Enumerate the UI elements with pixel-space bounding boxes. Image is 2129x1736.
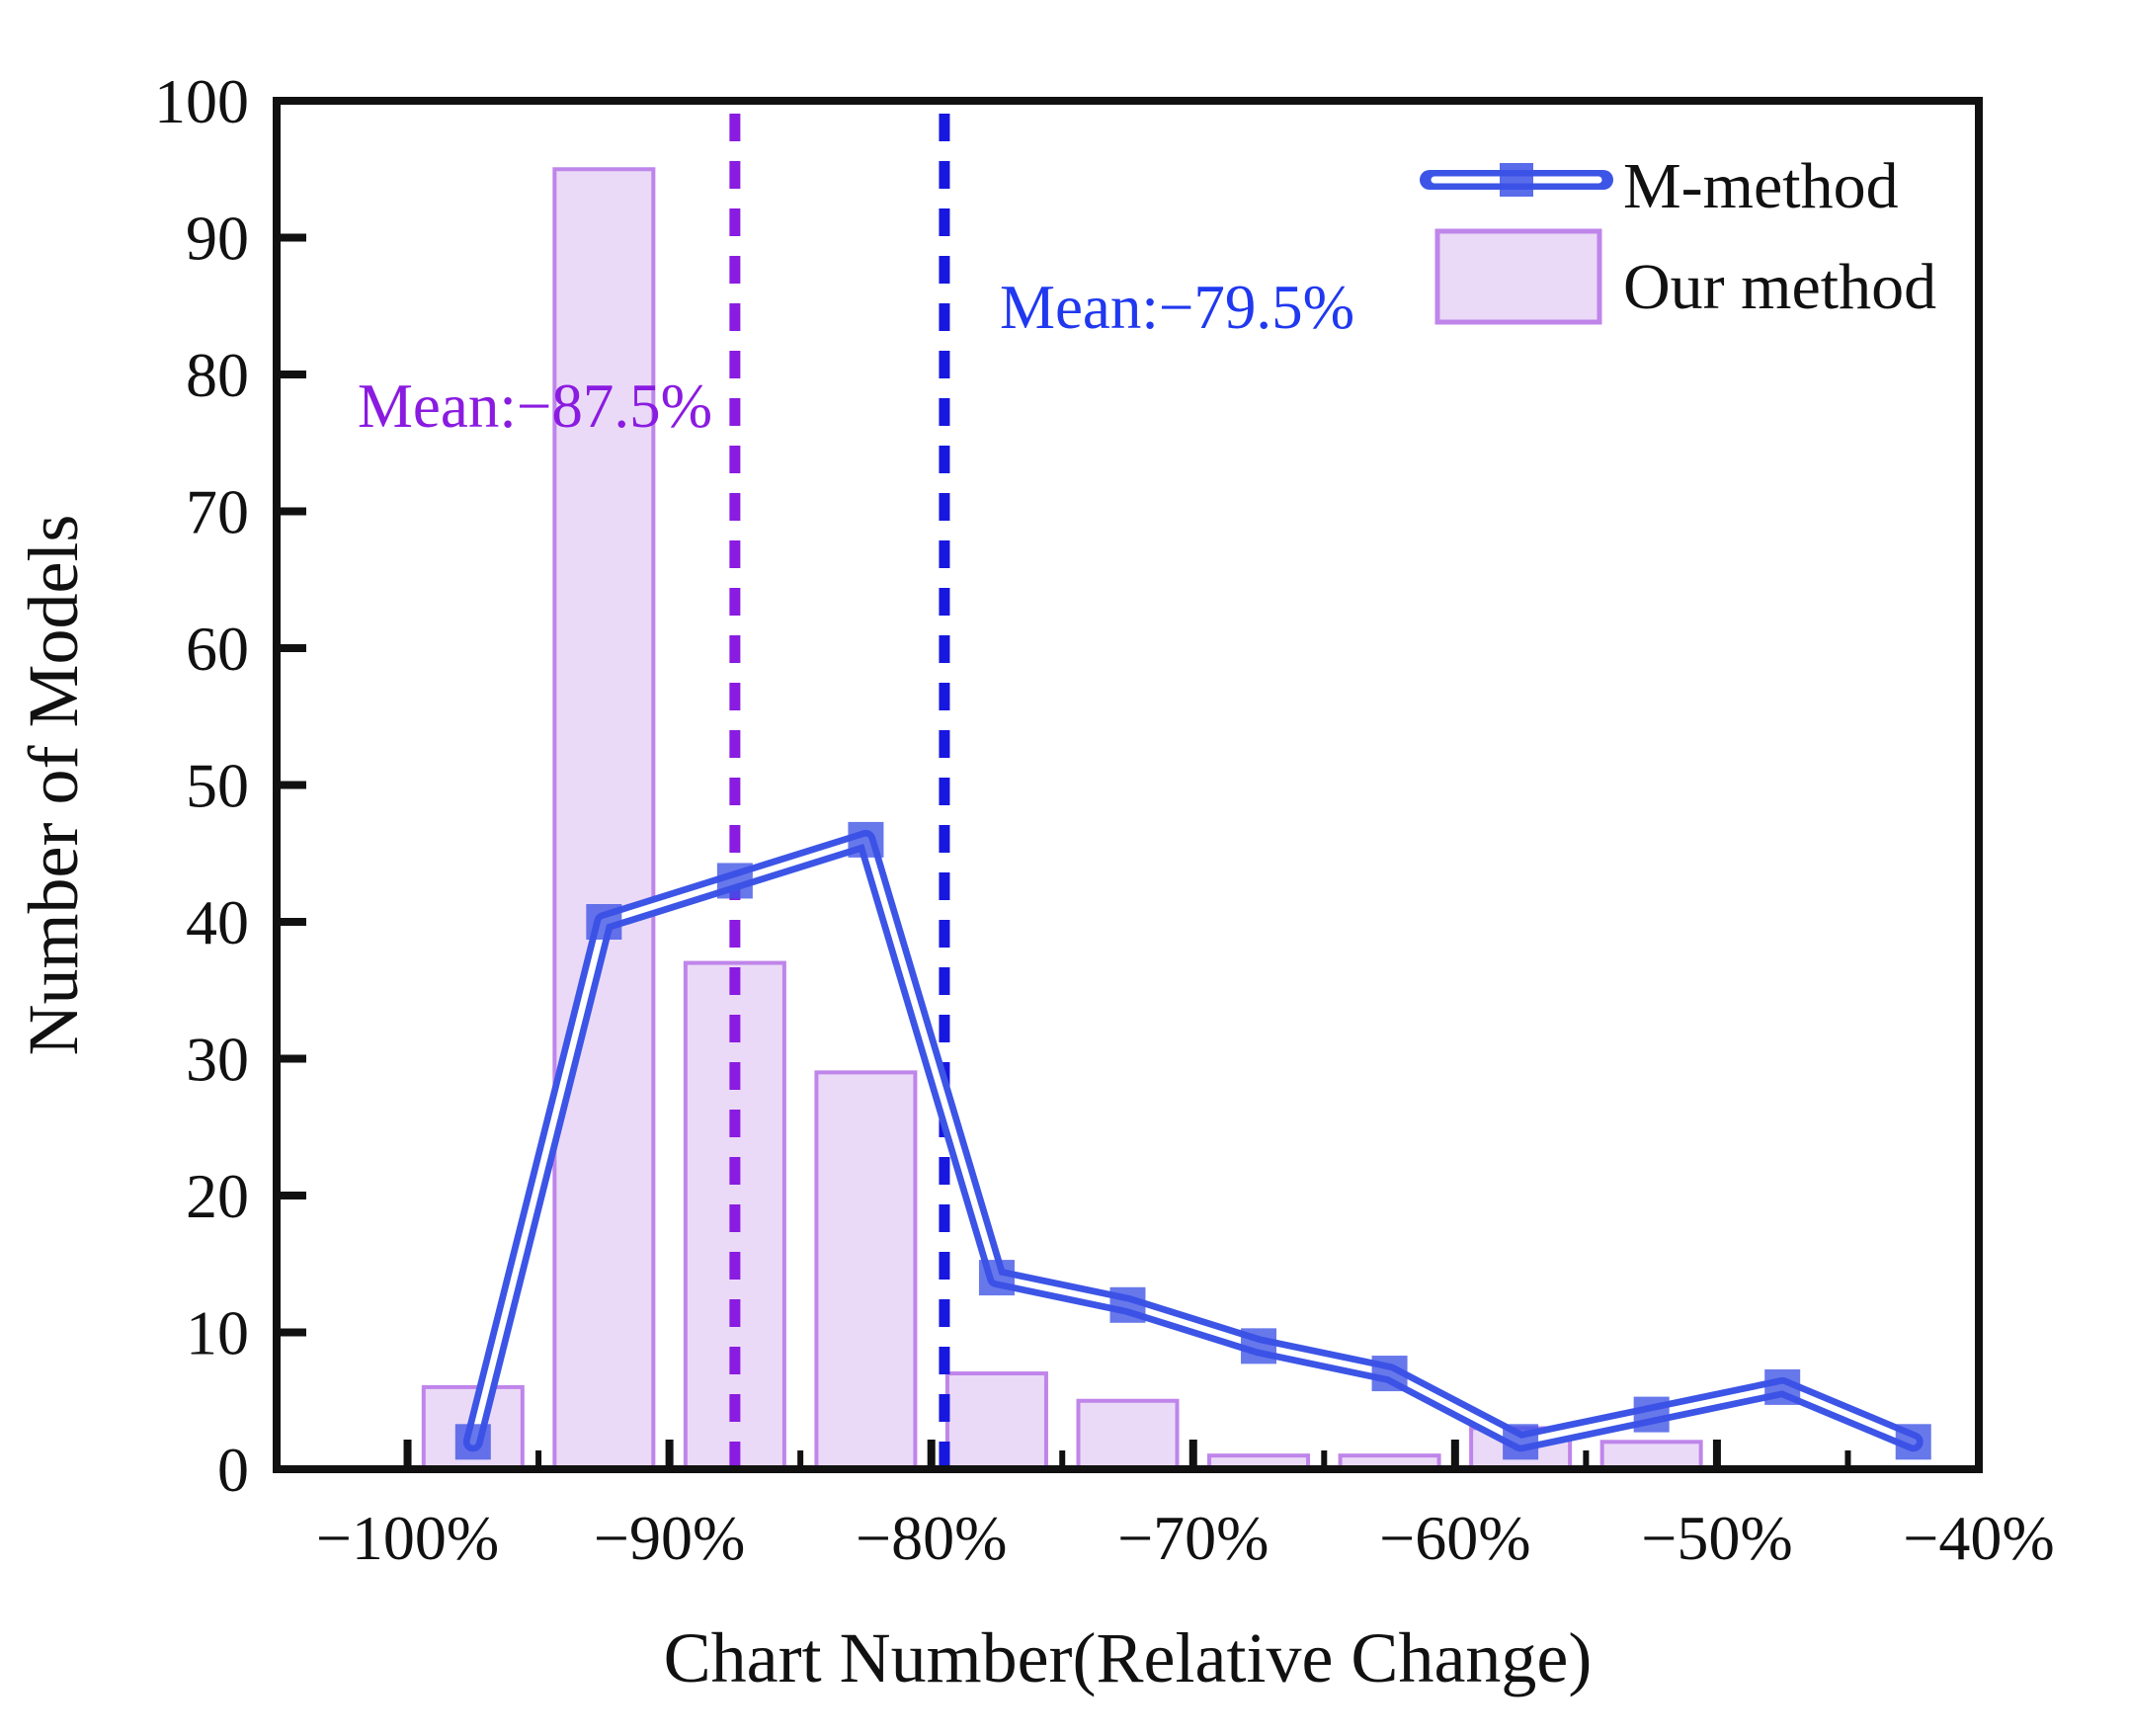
y-tick-label: 10	[186, 1298, 249, 1368]
x-tick-label: −50%	[1641, 1503, 1792, 1573]
bar-our-method	[1076, 1398, 1180, 1471]
x-tick-label: −100%	[316, 1503, 499, 1573]
y-tick-label: 30	[186, 1025, 249, 1095]
m-method-marker	[1241, 1328, 1277, 1364]
legend-label-our-method: Our method	[1623, 251, 1936, 323]
bar-our-method	[814, 1070, 918, 1471]
x-tick-label: −70%	[1117, 1503, 1269, 1573]
y-tick-label: 90	[186, 204, 249, 274]
y-axis-title: Number of Models	[14, 515, 93, 1056]
legend-label-m-method: M-method	[1623, 150, 1899, 222]
m-method-marker	[1371, 1356, 1408, 1392]
m-method-line-core	[469, 836, 1917, 1446]
m-method-marker	[848, 821, 884, 858]
legend-marker-sample	[1500, 163, 1533, 197]
mean-annotation-our-method: Mean:−87.5%	[358, 372, 712, 441]
y-tick-label: 60	[186, 614, 249, 684]
x-tick-label: −40%	[1903, 1503, 2054, 1573]
x-axis-title: Chart Number(Relative Change)	[664, 1618, 1593, 1697]
x-tick-label: −80%	[856, 1503, 1007, 1573]
m-method-marker	[1895, 1424, 1931, 1460]
x-tick-label: −60%	[1379, 1503, 1530, 1573]
bar-our-method	[1599, 1440, 1703, 1472]
y-tick-label: 80	[186, 340, 249, 410]
y-tick-label: 50	[186, 751, 249, 821]
y-tick-label: 40	[186, 887, 249, 957]
m-method-marker	[586, 904, 622, 940]
mean-annotation-m-method: Mean:−79.5%	[1000, 273, 1354, 342]
y-tick-label: 20	[186, 1161, 249, 1231]
m-method-marker	[1109, 1286, 1146, 1323]
y-tick-label: 70	[186, 477, 249, 547]
m-method-marker	[1503, 1424, 1539, 1460]
bar-our-method	[552, 167, 656, 1471]
bar-our-method	[944, 1371, 1048, 1472]
y-tick-label: 100	[154, 66, 249, 136]
m-method-marker	[454, 1424, 491, 1460]
m-method-marker	[978, 1260, 1015, 1296]
y-tick-label: 0	[217, 1435, 249, 1505]
m-method-marker	[1764, 1368, 1801, 1405]
legend-bar-swatch	[1434, 228, 1602, 325]
m-method-marker	[716, 863, 753, 899]
x-tick-label: −90%	[594, 1503, 745, 1573]
m-method-marker	[1633, 1396, 1670, 1433]
